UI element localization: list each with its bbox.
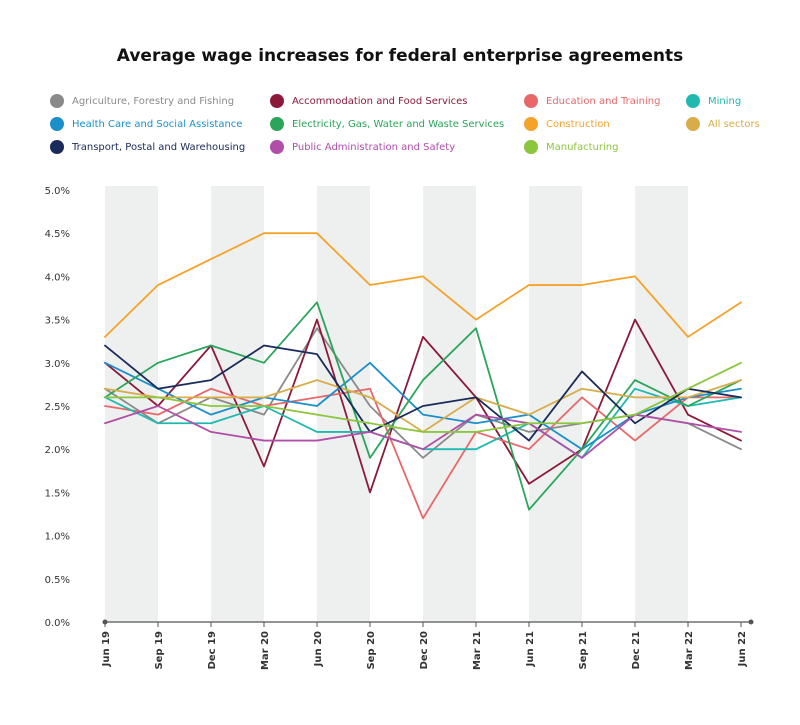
legend-swatch (50, 94, 64, 108)
y-tick-label: 3.0% (45, 359, 70, 370)
legend-swatch (524, 117, 538, 131)
shaded-band (105, 186, 158, 622)
legend-swatch (686, 117, 700, 131)
legend-label: Agriculture, Forestry and Fishing (72, 95, 235, 107)
legend-label: Mining (708, 95, 742, 107)
legend-swatch (524, 94, 538, 108)
x-tick-label: Mar 22 (684, 631, 695, 670)
x-tick-label: Jun 20 (313, 631, 324, 667)
x-tick-label: Mar 21 (472, 631, 483, 670)
legend-item-manufacturing: Manufacturing (524, 140, 618, 154)
y-tick-label: 1.5% (45, 488, 70, 499)
y-tick-label: 0.5% (45, 575, 70, 586)
y-tick-label: 5.0% (45, 186, 70, 197)
legend-item-public-administration: Public Administration and Safety (270, 140, 455, 154)
x-tick-label: Jun 19 (101, 631, 112, 667)
y-tick-label: 0.0% (45, 618, 70, 629)
legend-label: Accommodation and Food Services (292, 95, 468, 107)
legend-label: Manufacturing (546, 141, 619, 153)
x-tick-label: Dec 19 (207, 631, 218, 669)
x-tick-label: Jun 22 (737, 631, 748, 667)
legend-label: Transport, Postal and Warehousing (72, 141, 246, 153)
legend-item-transport: Transport, Postal and Warehousing (50, 140, 245, 154)
series-line (104, 344, 742, 442)
legend-swatch (686, 94, 700, 108)
legend-label: All sectors (708, 118, 760, 130)
y-tick-label: 2.5% (45, 402, 70, 413)
y-tick-label: 4.5% (45, 229, 70, 240)
x-tick-label: Sep 19 (154, 631, 165, 670)
legend-item-all-sectors: All sectors (686, 117, 760, 131)
y-tick-label: 4.0% (45, 272, 70, 283)
series-line (104, 361, 742, 433)
legend-item-mining: Mining (686, 94, 741, 108)
legend-swatch (270, 117, 284, 131)
legend-swatch (270, 140, 284, 154)
x-tick-label: Mar 20 (260, 631, 271, 670)
series-line (104, 232, 742, 338)
legend-item-education: Education and Training (524, 94, 660, 108)
x-tick-label: Sep 21 (578, 631, 589, 670)
y-tick-label: 3.5% (45, 316, 70, 327)
series-lines (104, 232, 742, 520)
legend-swatch (50, 140, 64, 154)
legend-item-construction: Construction (524, 117, 610, 131)
legend-item-agriculture: Agriculture, Forestry and Fishing (50, 94, 234, 108)
x-axis: Jun 19 Sep 19 Dec 19 Mar 20 Jun 20 Sep 20 Dec … (101, 619, 754, 670)
legend-item-health-care: Health Care and Social Assistance (50, 117, 242, 131)
legend-swatch (524, 140, 538, 154)
chart-title: Average wage increases for federal enter… (116, 46, 684, 66)
line-chart: 5.0% 4.5% 4.0% 3.5% 3.0% 2.5% 2.0% 1.5% 1.0% 0.5%… (45, 186, 754, 670)
legend-swatch (270, 94, 284, 108)
legend-label: Public Administration and Safety (292, 141, 456, 153)
shaded-band (529, 186, 582, 622)
y-tick-label: 1.0% (45, 532, 70, 543)
x-tick-label: Sep 20 (366, 631, 377, 670)
series-line (104, 301, 742, 511)
legend-swatch (50, 117, 64, 131)
x-tick-label: Jun 21 (525, 631, 536, 667)
legend-item-accommodation: Accommodation and Food Services (270, 94, 468, 108)
legend-label: Construction (546, 118, 610, 130)
chart-legend: Agriculture, Forestry and Fishing Accomm… (0, 0, 800, 170)
legend-label: Education and Training (546, 95, 661, 107)
x-tick-label: Dec 21 (631, 631, 642, 669)
x-tick-label: Dec 20 (419, 631, 430, 669)
y-axis: 5.0% 4.5% 4.0% 3.5% 3.0% 2.5% 2.0% 1.5% 1.0% 0.5%… (45, 186, 70, 629)
legend-label: Electricity, Gas, Water and Waste Servic… (292, 118, 505, 130)
x-axis-end-dot (748, 619, 754, 625)
legend-item-electricity: Electricity, Gas, Water and Waste Servic… (270, 117, 504, 131)
series-line (104, 387, 742, 520)
y-tick-label: 2.0% (45, 445, 70, 456)
legend-label: Health Care and Social Assistance (72, 118, 243, 130)
